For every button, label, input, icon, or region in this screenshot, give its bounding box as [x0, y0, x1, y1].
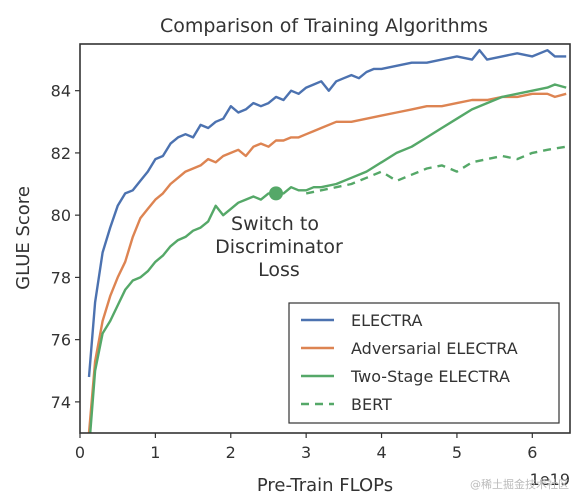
legend-label-adversarial-electra: Adversarial ELECTRA [351, 339, 518, 358]
legend-label-electra: ELECTRA [351, 311, 423, 330]
y-tick-label: 74 [51, 393, 71, 412]
annotation-point [269, 186, 283, 201]
series-line-electra [87, 49, 567, 378]
y-tick-label: 84 [51, 82, 71, 101]
plot-frame [79, 43, 571, 434]
x-tick-label: 3 [301, 443, 311, 462]
annotation-line-1: Switch to [231, 213, 319, 235]
x-tick-label: 4 [376, 443, 386, 462]
annotation: Switch to Discriminator Loss [215, 213, 343, 281]
x-tick-label: 0 [75, 443, 85, 462]
chart-title: Comparison of Training Algorithms [160, 15, 488, 37]
x-axis-label: Pre-Train FLOPs [257, 475, 393, 496]
x-axis-ticks: 0 1 2 3 4 5 6 [75, 433, 537, 462]
series-line-adversarial-electra [87, 92, 567, 433]
y-axis-label: GLUE Score [13, 186, 34, 290]
watermark: @稀土掘金技术社区 [470, 477, 569, 491]
legend: ELECTRA Adversarial ELECTRA Two-Stage ELEC… [288, 302, 560, 424]
y-tick-label: 80 [51, 206, 71, 225]
x-tick-label: 6 [527, 443, 537, 462]
annotation-marker-group [269, 186, 283, 201]
x-tick-label: 2 [226, 443, 236, 462]
y-axis-ticks: 74 76 78 80 82 84 [51, 82, 80, 412]
series-line-bert [305, 145, 567, 195]
annotation-line-2: Discriminator [215, 236, 343, 258]
x-tick-label: 5 [452, 443, 462, 462]
plot-lines [87, 49, 567, 433]
y-tick-label: 82 [51, 144, 71, 163]
x-tick-label: 1 [150, 443, 160, 462]
legend-label-two-stage-electra: Two-Stage ELECTRA [350, 367, 510, 386]
annotation-line-3: Loss [258, 259, 300, 281]
y-tick-label: 78 [51, 268, 71, 287]
y-tick-label: 76 [51, 331, 71, 350]
legend-label-bert: BERT [351, 395, 392, 414]
x-offset-label: 1e19 [530, 470, 570, 489]
series-line-two-stage-electra [89, 83, 567, 433]
